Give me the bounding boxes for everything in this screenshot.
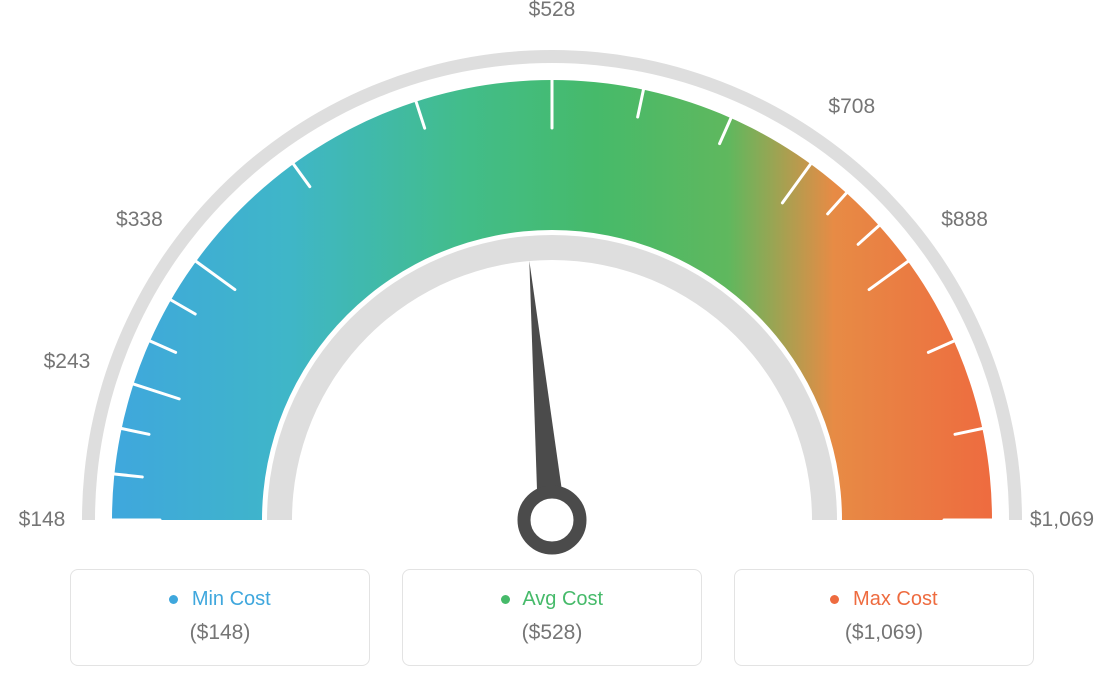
legend-label-min: Min Cost xyxy=(192,588,271,610)
gauge-tick-label: $148 xyxy=(19,508,66,532)
legend-value-min: ($148) xyxy=(81,621,359,645)
legend-row: Min Cost ($148) Avg Cost ($528) Max Cost… xyxy=(0,569,1104,666)
legend-title-avg: Avg Cost xyxy=(413,588,691,611)
legend-dot-min xyxy=(169,595,178,604)
gauge-tick-label: $888 xyxy=(941,208,988,232)
legend-card-max: Max Cost ($1,069) xyxy=(734,569,1034,666)
legend-dot-avg xyxy=(501,595,510,604)
gauge-tick-label: $243 xyxy=(44,350,91,374)
legend-title-max: Max Cost xyxy=(745,588,1023,611)
legend-dot-max xyxy=(830,595,839,604)
gauge-tick-label: $338 xyxy=(116,208,163,232)
legend-value-avg: ($528) xyxy=(413,621,691,645)
gauge-tick-label: $1,069 xyxy=(1030,508,1094,532)
gauge-tick-label: $708 xyxy=(828,95,875,119)
legend-label-max: Max Cost xyxy=(853,588,937,610)
legend-value-max: ($1,069) xyxy=(745,621,1023,645)
gauge-tick-label: $528 xyxy=(529,0,576,22)
gauge-container: $148 $243 $338 $528 $708 $888 $1,069 xyxy=(0,0,1104,560)
legend-title-min: Min Cost xyxy=(81,588,359,611)
gauge-chart xyxy=(0,0,1104,560)
legend-card-avg: Avg Cost ($528) xyxy=(402,569,702,666)
legend-card-min: Min Cost ($148) xyxy=(70,569,370,666)
legend-label-avg: Avg Cost xyxy=(522,588,603,610)
